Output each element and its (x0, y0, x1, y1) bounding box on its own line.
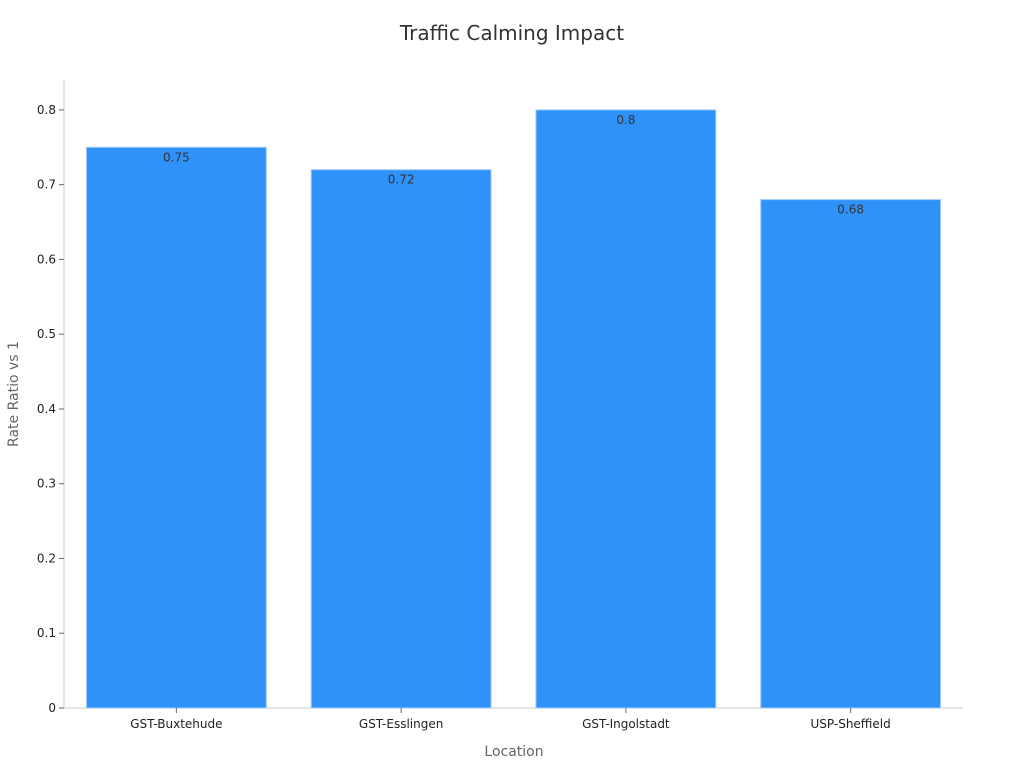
x-axis-ticks: GST-Buxtehude GST-Esslingen GST-Ingolstadt… (130, 708, 891, 731)
y-tick-label: 0.3 (37, 477, 56, 491)
x-tick-label: GST-Ingolstadt (582, 717, 670, 731)
y-axis-ticks: 0 0.1 0.2 0.3 0.4 0.5 0.6 0.7 0.8 (37, 103, 64, 715)
data-labels-group: 0.75 0.72 0.8 0.68 (163, 113, 864, 217)
y-tick-label: 0.5 (37, 327, 56, 341)
y-tick-label: 0.1 (37, 626, 56, 640)
bar-data-label: 0.8 (616, 113, 635, 127)
bar-data-label: 0.75 (163, 150, 190, 164)
y-tick-label: 0.8 (37, 103, 56, 117)
bars-group (85, 109, 942, 709)
bar-data-label: 0.68 (837, 203, 864, 217)
x-tick-label: GST-Esslingen (359, 717, 443, 731)
bar-gst-buxtehude (85, 146, 267, 709)
x-tick-label: GST-Buxtehude (130, 717, 222, 731)
y-tick-label: 0.6 (37, 252, 56, 266)
y-tick-label: 0.4 (37, 402, 56, 416)
bar-gst-esslingen (310, 169, 492, 709)
bar-data-label: 0.72 (388, 173, 415, 187)
x-tick-label: USP-Sheffield (811, 717, 891, 731)
bar-usp-sheffield (760, 199, 942, 709)
y-tick-label: 0 (48, 701, 56, 715)
y-tick-label: 0.2 (37, 551, 56, 565)
y-tick-label: 0.7 (37, 178, 56, 192)
y-axis-label: Rate Ratio vs 1 (6, 341, 22, 447)
x-axis-label: Location (484, 744, 543, 760)
bar-gst-ingolstadt (535, 109, 717, 709)
chart-title: Traffic Calming Impact (399, 21, 624, 45)
